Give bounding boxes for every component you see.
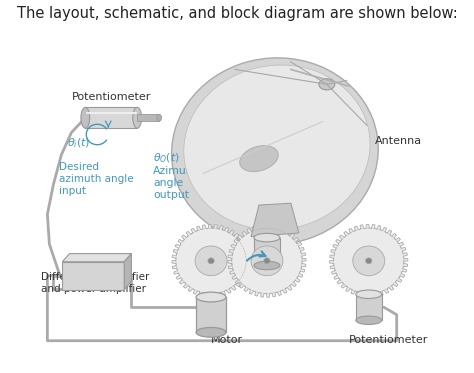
Ellipse shape: [254, 233, 280, 242]
Circle shape: [353, 246, 385, 276]
Text: $\theta_O(t)$
Azimuth
angle
output: $\theta_O(t)$ Azimuth angle output: [153, 151, 198, 200]
Text: $\theta_i(t)$: $\theta_i(t)$: [67, 137, 91, 150]
Ellipse shape: [356, 316, 382, 325]
Polygon shape: [63, 254, 131, 262]
Ellipse shape: [157, 115, 162, 121]
Text: Antenna: Antenna: [375, 137, 422, 146]
Ellipse shape: [356, 290, 382, 298]
Ellipse shape: [254, 261, 280, 270]
Circle shape: [365, 258, 372, 264]
Ellipse shape: [133, 107, 142, 128]
Ellipse shape: [172, 58, 378, 245]
Circle shape: [208, 258, 214, 264]
Ellipse shape: [196, 327, 226, 337]
Polygon shape: [172, 225, 250, 297]
Circle shape: [264, 258, 270, 264]
Polygon shape: [124, 254, 131, 289]
Text: Desired
azimuth angle
input: Desired azimuth angle input: [59, 162, 134, 195]
Text: The layout, schematic, and block diagram are shown below:: The layout, schematic, and block diagram…: [17, 6, 457, 21]
Bar: [356, 294, 382, 320]
Text: Potentiometer: Potentiometer: [349, 335, 428, 345]
Ellipse shape: [196, 292, 226, 302]
Bar: [63, 262, 124, 289]
Polygon shape: [251, 203, 299, 236]
Circle shape: [251, 246, 283, 276]
Text: Differential amplifier
and power amplifier: Differential amplifier and power amplifi…: [41, 272, 150, 294]
Text: Potentiometer: Potentiometer: [72, 92, 151, 102]
Ellipse shape: [184, 65, 370, 230]
Bar: [254, 238, 280, 266]
Text: Motor: Motor: [211, 335, 243, 345]
Bar: [137, 115, 159, 121]
Circle shape: [195, 246, 227, 276]
Ellipse shape: [240, 145, 278, 172]
Polygon shape: [228, 225, 306, 297]
Bar: [196, 297, 226, 332]
Ellipse shape: [81, 107, 90, 128]
Ellipse shape: [319, 79, 335, 90]
Polygon shape: [329, 225, 408, 297]
Polygon shape: [85, 107, 137, 128]
